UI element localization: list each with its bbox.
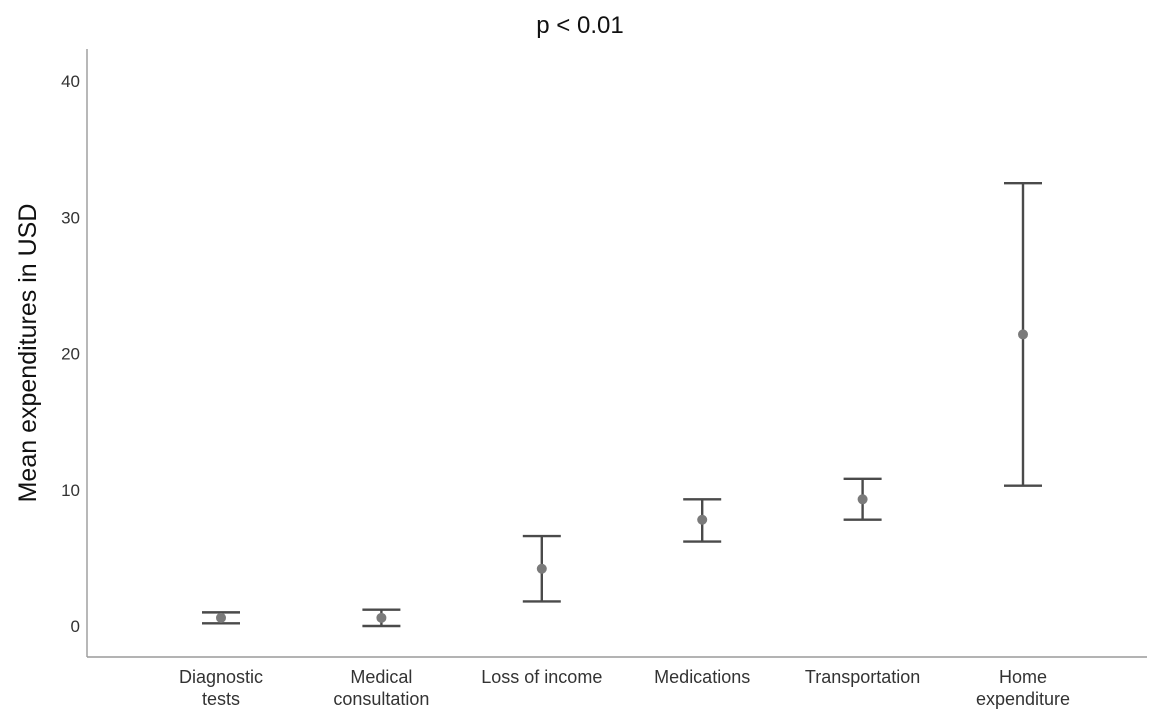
error-bar-group — [1004, 181, 1042, 487]
error-bar-group — [362, 608, 401, 628]
chart-title: p < 0.01 — [536, 12, 623, 39]
error-bar-group — [202, 611, 240, 625]
y-tick-label: 40 — [61, 72, 80, 91]
error-bar-group — [683, 498, 722, 543]
x-category-label: Loss of income — [481, 667, 602, 687]
y-tick-label: 0 — [71, 617, 80, 636]
mean-point — [697, 514, 708, 525]
x-category-label: Medications — [654, 667, 750, 687]
x-category-label: Transportation — [805, 667, 920, 687]
x-category-label: Diagnostic tests — [179, 667, 263, 709]
mean-point — [857, 494, 868, 505]
mean-point — [536, 563, 547, 574]
y-tick-label: 30 — [61, 208, 80, 227]
x-category-label: Home expenditure — [976, 667, 1070, 709]
y-tick-label: 20 — [61, 345, 80, 364]
y-tick-label: 10 — [61, 481, 80, 500]
mean-point — [376, 612, 387, 623]
plot-marks — [202, 181, 1042, 628]
error-bar-group — [522, 534, 561, 603]
x-category-labels: Diagnostic tests Medical consultation Loss o… — [179, 667, 1070, 709]
y-axis-label: Mean expenditures in USD — [14, 204, 42, 503]
x-category-label: Medical consultation — [333, 667, 429, 709]
mean-point — [1018, 329, 1028, 340]
error-bar-group — [843, 477, 882, 521]
y-tick-labels: 0 10 20 30 40 — [61, 72, 80, 636]
mean-point — [216, 612, 226, 623]
